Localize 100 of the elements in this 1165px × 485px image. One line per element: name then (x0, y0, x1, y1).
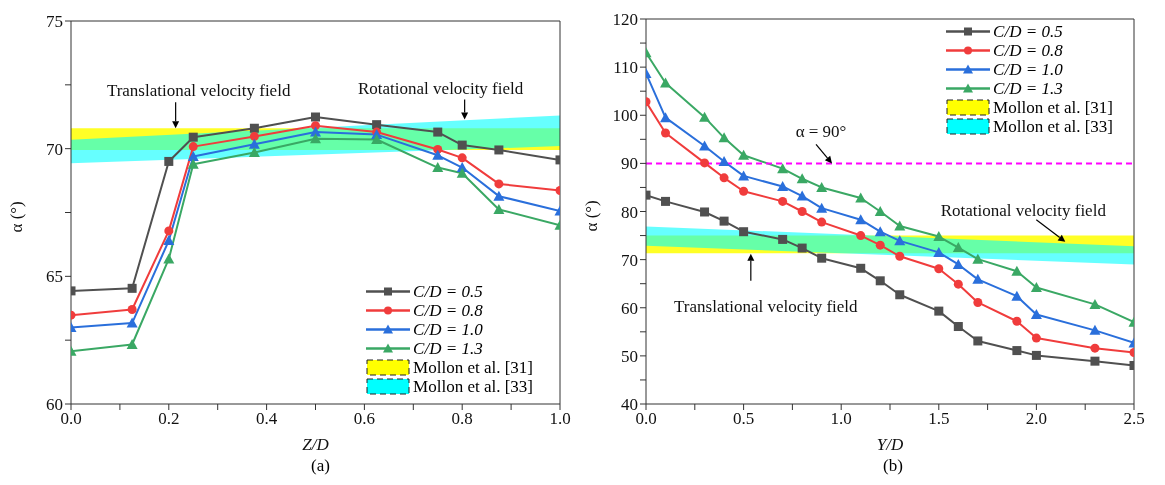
point (719, 173, 729, 183)
point (126, 317, 138, 328)
point (797, 207, 807, 216)
y-axis-title: α (°) (7, 201, 27, 233)
point (895, 290, 905, 300)
y-tick-label: 90 (621, 154, 638, 174)
legend-label: Mollon et al. [31] (993, 98, 1113, 117)
legend-label: C/D = 0.8 (413, 301, 483, 320)
text: (b) (882, 456, 904, 476)
annotation: Translational velocity field (106, 81, 291, 101)
point (187, 151, 199, 162)
x-axis-title: Y/D (876, 435, 904, 454)
y-tick-label: 70 (46, 139, 63, 159)
x-tick-label: 0.0 (60, 409, 82, 429)
legend-label: Mollon et al. [33] (413, 377, 533, 396)
legend-label: C/D = 1.3 (993, 79, 1063, 98)
point (875, 276, 885, 286)
point (248, 147, 260, 157)
point (699, 140, 711, 151)
point (778, 196, 788, 206)
x-axis-title: Z/D (302, 435, 330, 454)
point (874, 206, 886, 216)
point (660, 112, 672, 123)
annotation: Rotational velocity field (358, 78, 524, 98)
point (187, 158, 199, 169)
point (249, 123, 259, 133)
point (457, 153, 467, 163)
point (895, 251, 905, 261)
point (738, 170, 750, 181)
point (856, 231, 866, 241)
x-tick-label: 2.0 (1025, 409, 1048, 429)
point (700, 158, 710, 168)
point (817, 217, 827, 227)
legend-label: C/D = 1.3 (413, 339, 483, 358)
point (953, 279, 963, 289)
annotation: Rotational velocity field (940, 200, 1107, 220)
x-tick-label: 0.2 (158, 409, 180, 429)
point (1089, 298, 1101, 309)
legend-label: Mollon et al. [31] (413, 358, 533, 377)
point (700, 207, 710, 217)
point (163, 235, 175, 246)
point (1031, 350, 1041, 360)
point (934, 306, 944, 316)
point (874, 226, 886, 237)
legend-label: C/D = 0.8 (993, 41, 1063, 60)
x-tick-label: 0.4 (255, 409, 278, 429)
point (1089, 324, 1101, 335)
point (1012, 316, 1022, 326)
point (816, 202, 828, 213)
point (933, 231, 945, 242)
point (777, 163, 789, 174)
point (188, 132, 198, 142)
point (894, 235, 906, 246)
point (372, 120, 382, 130)
x-tick-label: 0.0 (635, 409, 657, 429)
point (1011, 290, 1023, 301)
point (973, 336, 983, 346)
y-tick-label: 40 (621, 395, 638, 415)
point (777, 180, 789, 191)
point (934, 264, 944, 274)
point (778, 234, 788, 244)
point (797, 243, 807, 253)
point (1011, 265, 1023, 276)
point (875, 240, 885, 250)
point (816, 181, 828, 192)
point (718, 132, 730, 143)
point (855, 214, 867, 225)
point (953, 322, 963, 332)
text: (a) (310, 456, 331, 476)
y-tick-label: 110 (613, 58, 638, 78)
point (972, 273, 984, 284)
legend-label: C/D = 1.0 (993, 60, 1063, 79)
y-tick-label: 100 (612, 106, 638, 126)
point (699, 111, 711, 122)
x-tick-label: 1.0 (549, 409, 571, 429)
annotation: Translational velocity field (674, 296, 859, 316)
y-tick-label: 60 (621, 298, 638, 318)
point (1030, 308, 1042, 319)
point (456, 167, 468, 178)
point (796, 173, 808, 184)
x-tick-label: 0.6 (353, 409, 376, 429)
point (1031, 333, 1041, 343)
point (973, 297, 983, 307)
point (739, 186, 749, 196)
point (661, 196, 671, 206)
point (164, 226, 174, 236)
point (817, 253, 827, 263)
point (493, 190, 505, 201)
point (494, 145, 504, 155)
y-tick-label: 50 (621, 346, 638, 366)
point (796, 190, 808, 201)
legend-label: C/D = 1.0 (413, 320, 483, 339)
x-tick-label: 1.0 (830, 409, 852, 429)
x-tick-label: 0.8 (451, 409, 473, 429)
point (188, 142, 198, 152)
legend-label: C/D = 0.5 (413, 282, 483, 301)
point (1030, 282, 1042, 293)
point (310, 133, 321, 144)
point (738, 149, 750, 160)
annotation: α = 90° (795, 122, 847, 142)
